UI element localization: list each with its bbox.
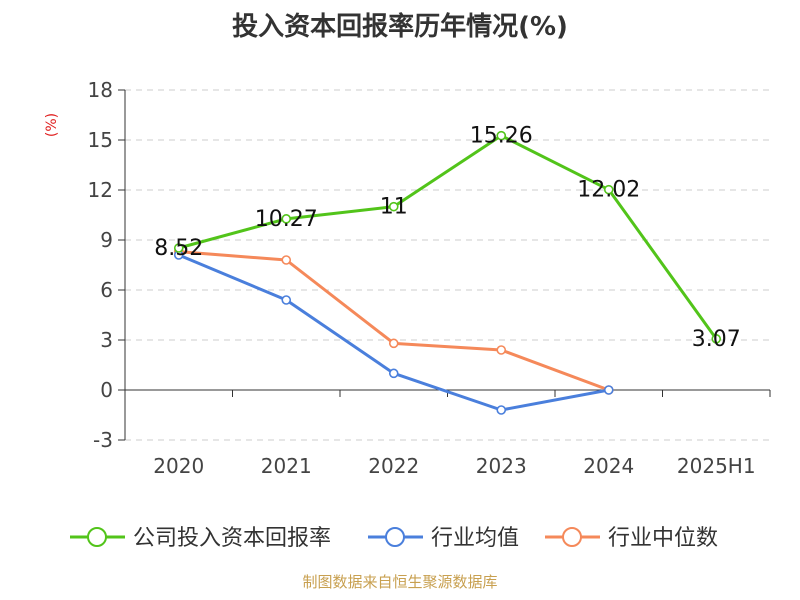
x-tick-label: 2024 (583, 454, 634, 478)
data-point (388, 368, 399, 379)
data-point (496, 345, 507, 355)
x-tick-label: 2021 (261, 454, 312, 478)
data-point (173, 243, 184, 253)
y-tick-label: 6 (100, 278, 113, 302)
data-point (281, 295, 292, 305)
data-point (603, 184, 614, 195)
data-point (281, 214, 292, 224)
data-label: 15.26 (470, 124, 533, 149)
data-label: 8.52 (154, 236, 203, 261)
y-tick-label: 3 (100, 328, 113, 352)
data-point (388, 201, 399, 212)
y-tick-label: 12 (88, 178, 113, 202)
y-tick-label: 18 (88, 78, 113, 102)
data-point (496, 405, 507, 415)
data-point (603, 385, 614, 395)
legend-label: 行业均值 (431, 526, 519, 551)
x-tick-label: 2025H1 (677, 454, 756, 478)
data-point (496, 130, 507, 141)
legend-marker (385, 527, 405, 547)
data-label: 10.27 (255, 207, 318, 232)
x-tick-label: 2020 (153, 454, 204, 478)
data-point (281, 255, 292, 265)
source-note: 制图数据来自恒生聚源数据库 (302, 573, 498, 591)
data-point (388, 338, 399, 349)
data-label: 11 (380, 195, 408, 220)
legend-marker (562, 527, 582, 547)
series-line (178, 253, 610, 412)
legend-label: 行业中位数 (608, 526, 718, 551)
x-tick-label: 2022 (368, 454, 419, 478)
y-tick-label: 0 (100, 378, 113, 402)
chart-title: 投入资本回报率历年情况(%) (232, 12, 568, 42)
legend-marker (87, 527, 107, 547)
y-tick-label: 9 (100, 228, 113, 252)
data-point (711, 334, 722, 344)
y-tick-label: -3 (93, 428, 113, 452)
x-tick-label: 2023 (476, 454, 527, 478)
data-label: 12.02 (577, 178, 640, 203)
legend-label: 公司投入资本回报率 (133, 526, 331, 551)
data-label: 3.07 (692, 327, 741, 352)
y-tick-label: 15 (88, 128, 113, 152)
series-line (178, 134, 718, 340)
